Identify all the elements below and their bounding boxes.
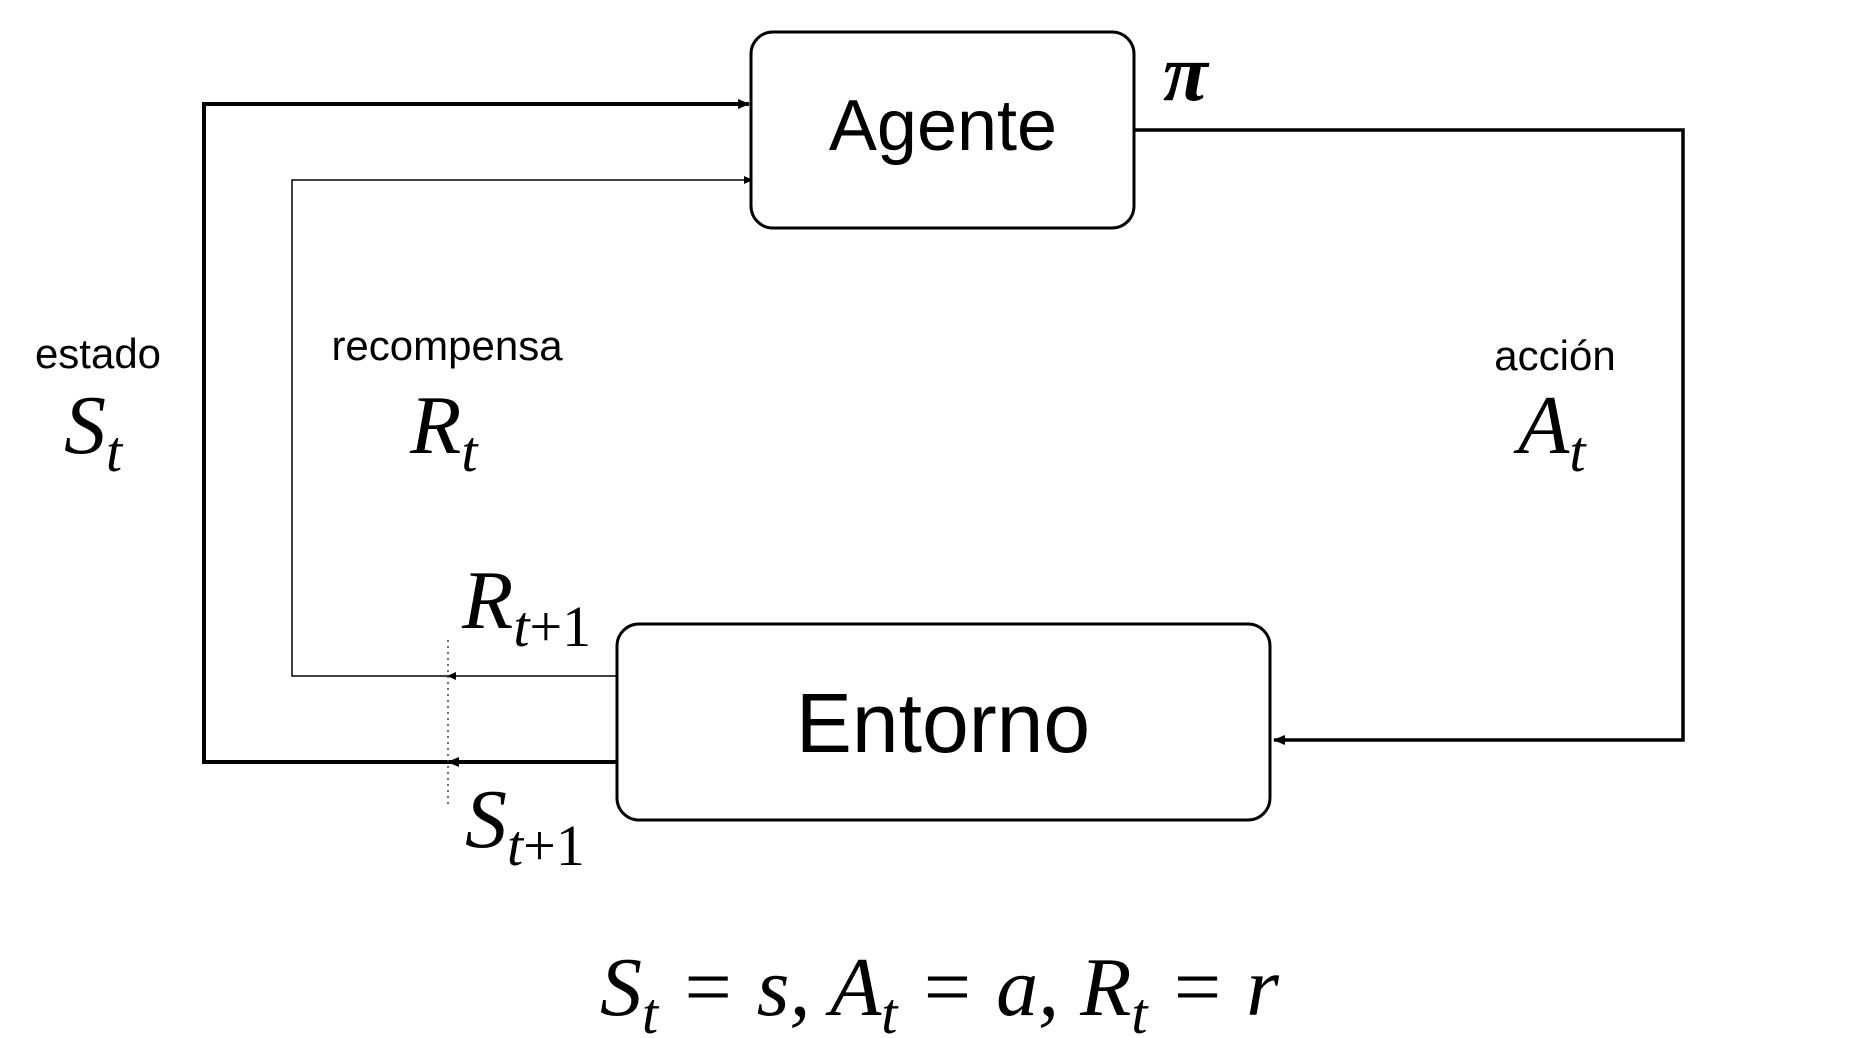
- state-arrow: [202, 99, 750, 764]
- agent-label: Agente: [829, 86, 1057, 166]
- next-state-symbol: St+1: [465, 773, 585, 878]
- action-arrow: [1134, 128, 1685, 745]
- environment-box: Entorno: [615, 622, 1272, 822]
- action-symbol: At: [1513, 379, 1587, 484]
- reward-arrow: [291, 176, 753, 677]
- agent-box: Agente: [749, 30, 1136, 230]
- reward-word: recompensa: [331, 322, 563, 369]
- policy-symbol: π: [1163, 27, 1210, 118]
- reward-symbol: Rt: [409, 379, 479, 484]
- next-reward-symbol: Rt+1: [461, 554, 591, 659]
- notation-equation: St = s, At = a, Rt = r: [600, 941, 1279, 1038]
- state-symbol: St: [64, 379, 124, 484]
- state-word: estado: [35, 330, 161, 377]
- environment-label: Entorno: [796, 676, 1090, 770]
- action-word: acción: [1494, 332, 1615, 379]
